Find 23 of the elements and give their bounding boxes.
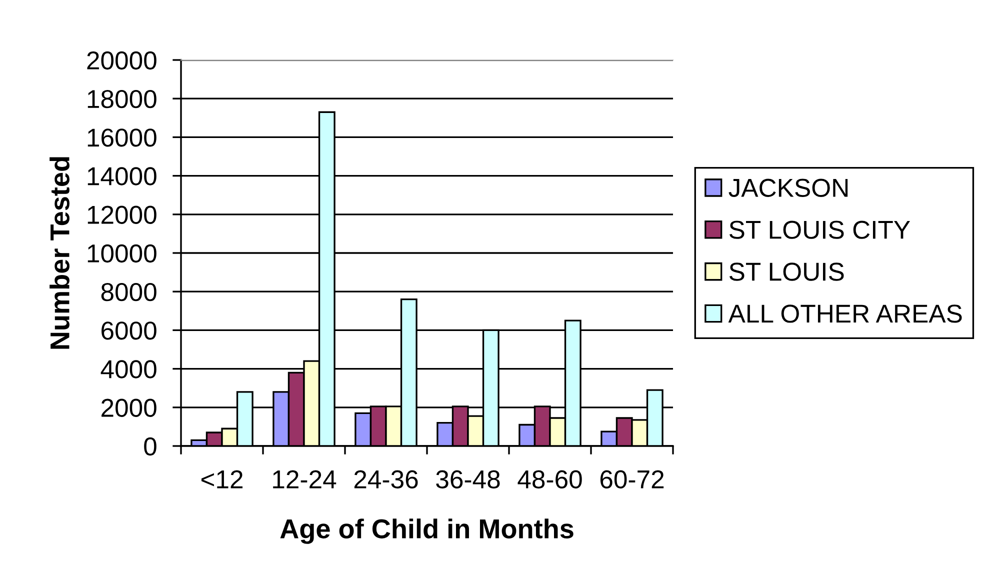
x-tick-label: 48-60 — [518, 470, 582, 488]
y-tick-label: 6000 — [102, 322, 156, 340]
legend-label: ALL OTHER AREAS — [728, 304, 962, 323]
x-tick-label: <12 — [201, 470, 243, 488]
x-tick-label: 60-72 — [600, 470, 664, 488]
y-tick-label: 18000 — [88, 90, 156, 108]
x-tick-label: 24-36 — [354, 470, 418, 488]
x-tick-label: 36-48 — [436, 470, 500, 488]
x-tick-label: 12-24 — [273, 470, 336, 488]
y-tick-label: 8000 — [101, 282, 156, 302]
y-tick-label: 10000 — [88, 244, 156, 263]
y-axis-title: Number Tested — [50, 157, 70, 349]
y-tick-label: 16000 — [88, 128, 156, 147]
y-tick-label: 20000 — [87, 51, 156, 70]
legend-label: ST LOUIS — [729, 262, 844, 281]
y-tick-label: 14000 — [88, 167, 156, 186]
legend-label: JACKSON — [728, 178, 848, 197]
x-axis-title: Age of Child in Months — [280, 518, 574, 544]
y-tick-label: 2000 — [102, 398, 156, 417]
y-tick-label: 4000 — [100, 360, 156, 378]
y-tick-label: 12000 — [88, 206, 156, 224]
legend-label: ST LOUIS CITY — [729, 220, 910, 239]
y-tick-label: 0 — [144, 437, 156, 456]
